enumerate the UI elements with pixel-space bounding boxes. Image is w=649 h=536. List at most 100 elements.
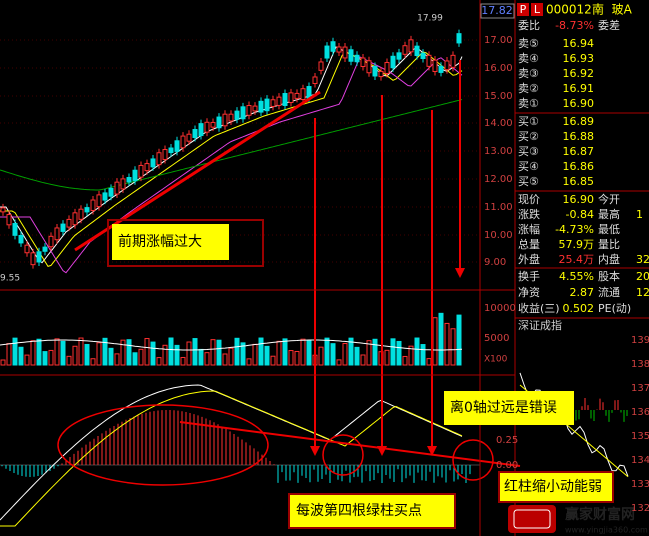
annotation: 红柱缩小动能弱: [504, 479, 602, 495]
candle: [402, 45, 408, 55]
quote-value: 16.93: [563, 52, 595, 65]
candle: [72, 212, 78, 226]
volume-bar: [0, 359, 6, 366]
l-label: L: [534, 3, 541, 16]
volume-bar: [42, 351, 48, 366]
candle: [240, 106, 246, 120]
volume-bar: [114, 353, 120, 366]
volume-bar: [318, 346, 324, 366]
candle: [336, 46, 342, 53]
stat-label: 今开: [598, 192, 620, 206]
stat-label: 净资: [518, 285, 540, 299]
volume-bar: [90, 358, 96, 366]
stat-label: 收益(三): [518, 301, 560, 315]
highlight: [452, 439, 494, 481]
candle: [138, 164, 144, 178]
annotation: 离0轴过远是错误: [450, 399, 557, 416]
candle: [246, 105, 252, 116]
candle: [102, 192, 108, 201]
price-axis-label: 11.00: [484, 202, 513, 213]
stat-label: 流通: [598, 285, 620, 299]
annotation-box: [288, 493, 456, 529]
stat-label: 现价: [518, 193, 540, 206]
signal-line: [0, 390, 463, 527]
candle: [0, 207, 6, 213]
index-axis-label: 133: [631, 479, 649, 490]
volume-bar: [450, 328, 456, 366]
price-axis-label: 15.00: [484, 91, 513, 102]
volume-bar: [30, 340, 36, 366]
candle: [210, 121, 216, 128]
stat-value: 57.9万: [559, 238, 595, 251]
volume-axis-label: 10000: [484, 303, 516, 314]
candle: [180, 135, 186, 149]
arrow-head: [455, 268, 465, 278]
quote-label: 委比: [518, 19, 540, 32]
volume-bar: [372, 338, 378, 366]
volume-bar: [402, 355, 408, 366]
quote-label: 委差: [598, 18, 620, 32]
quote-value: 16.88: [563, 130, 595, 143]
volume-bar: [78, 337, 84, 366]
candle: [216, 116, 222, 129]
stat-value: 32: [636, 253, 649, 266]
quote-value: 16.92: [563, 67, 595, 80]
candle: [438, 65, 444, 73]
price-axis-label: 16.00: [484, 63, 513, 74]
volume-bar: [300, 338, 306, 366]
quote-label: 卖④: [518, 52, 539, 65]
volume-bar: [342, 343, 348, 366]
candle: [90, 199, 96, 211]
chart-area: [0, 29, 629, 527]
candle: [396, 52, 402, 60]
stat-label: 量比: [598, 238, 620, 251]
candle: [150, 158, 156, 168]
volume-bar: [198, 348, 204, 366]
arrow-head: [427, 446, 437, 456]
annotation: 前期涨幅过大: [118, 233, 202, 250]
volume-bar: [234, 337, 240, 366]
highlight: [322, 434, 364, 476]
l-badge: [531, 3, 543, 16]
candle: [42, 246, 48, 252]
stat-label: 内盘: [598, 252, 620, 266]
quote-label: 买①: [518, 115, 539, 128]
index-axis-label: 139: [631, 335, 649, 346]
annotation-frame: [107, 219, 264, 267]
index-axis-label: 135: [631, 431, 649, 442]
volume-bar: [384, 349, 390, 366]
volume-bar: [288, 350, 294, 366]
candle: [300, 88, 306, 101]
quote-value: 16.85: [563, 175, 595, 188]
volume-bar: [204, 352, 210, 366]
candle: [120, 178, 126, 190]
volume-bar: [48, 349, 54, 366]
candle: [18, 234, 24, 244]
annotation-box: [498, 471, 614, 503]
volume-bar: [282, 338, 288, 366]
candle: [228, 113, 234, 122]
volume-bar: [348, 337, 354, 366]
quote-value: 16.86: [563, 160, 595, 173]
volume-bar: [186, 341, 192, 366]
volume-bar: [432, 317, 438, 366]
stat-value: -0.84: [566, 208, 594, 221]
quote-label: 卖③: [518, 67, 539, 80]
quote-label: 卖⑤: [518, 37, 539, 50]
volume-bar: [426, 358, 432, 366]
volume-bar: [192, 338, 198, 366]
candle: [390, 55, 396, 69]
volume-bar: [210, 339, 216, 366]
candle: [78, 208, 84, 220]
candle: [174, 140, 180, 152]
candle: [288, 92, 294, 104]
stock-code: 000012: [546, 3, 592, 17]
price-axis-label: 17.00: [484, 35, 513, 46]
price-axis-label: 12.00: [484, 174, 513, 185]
stat-value: 4.55%: [559, 270, 594, 283]
candle: [48, 235, 54, 248]
volume-bar: [294, 350, 300, 366]
volume-bar: [228, 347, 234, 366]
candle: [372, 66, 378, 77]
